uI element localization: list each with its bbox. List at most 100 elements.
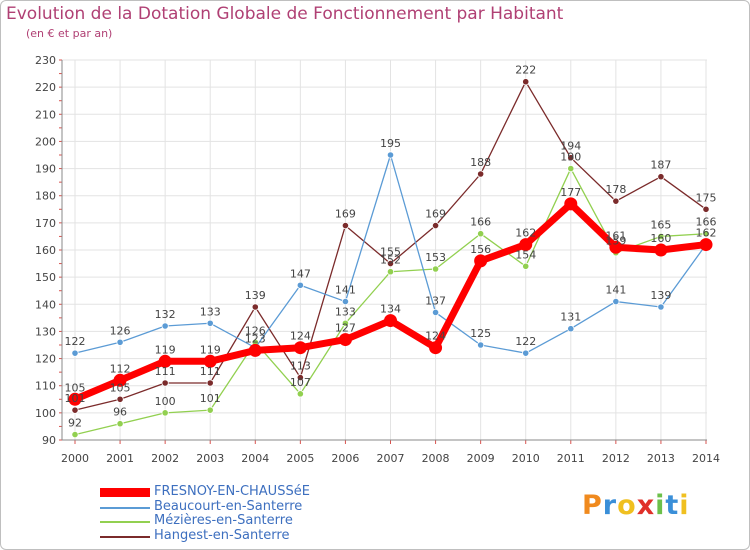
series-point-2 — [296, 390, 304, 398]
data-label-1: 131 — [560, 311, 581, 324]
x-tick-label: 2007 — [377, 452, 405, 465]
series-point-3 — [702, 205, 710, 213]
series-point-1 — [71, 349, 79, 357]
x-tick-label: 2001 — [106, 452, 134, 465]
data-label-2: 165 — [650, 218, 671, 231]
legend-swatch — [100, 506, 150, 509]
data-label-2: 154 — [515, 248, 536, 261]
proxiti-logo: Proxiti — [582, 490, 690, 521]
y-tick-label: 120 — [35, 353, 56, 366]
series-point-1 — [296, 281, 304, 289]
y-tick-label: 210 — [35, 108, 56, 121]
data-label-1: 141 — [605, 284, 626, 297]
series-point-2 — [702, 230, 710, 238]
data-label-3: 188 — [470, 156, 491, 169]
data-label-2: 159 — [605, 235, 626, 248]
data-label-2: 166 — [696, 216, 717, 229]
series-point-3 — [251, 303, 259, 311]
data-label-1: 133 — [200, 305, 221, 318]
x-tick-label: 2000 — [61, 452, 89, 465]
logo-letter: x — [636, 490, 656, 521]
data-label-0: 162 — [696, 227, 717, 240]
legend-swatch — [100, 535, 150, 538]
data-label-0: 160 — [650, 232, 671, 245]
chart-subtitle: (en € et par an) — [26, 27, 113, 40]
data-label-2: 166 — [470, 216, 491, 229]
data-label-0: 105 — [65, 381, 86, 394]
data-label-0: 119 — [155, 343, 176, 356]
series-point-0 — [158, 354, 172, 368]
data-label-1: 137 — [425, 294, 446, 307]
data-label-1: 139 — [650, 289, 671, 302]
x-tick-label: 2010 — [512, 452, 540, 465]
series-point-2 — [477, 230, 485, 238]
data-label-3: 139 — [245, 289, 266, 302]
series-point-2 — [386, 268, 395, 276]
series-point-2 — [341, 319, 350, 327]
data-label-0: 177 — [560, 186, 581, 199]
series-point-0 — [384, 314, 397, 328]
data-label-2: 107 — [290, 376, 311, 389]
data-label-3: 155 — [380, 246, 401, 259]
series-point-2 — [71, 430, 79, 439]
data-label-1: 126 — [110, 324, 131, 337]
legend-label: Beaucourt-en-Santerre — [154, 498, 303, 514]
series-point-0 — [654, 243, 668, 257]
series-point-2 — [116, 420, 124, 428]
y-tick-label: 230 — [35, 54, 56, 67]
logo-letter: t — [665, 490, 680, 521]
legend-swatch — [100, 488, 150, 497]
x-tick-label: 2013 — [647, 452, 675, 465]
x-tick-label: 2005 — [286, 452, 314, 465]
series-point-2 — [567, 164, 575, 173]
series-point-1 — [522, 349, 530, 357]
data-label-3: 113 — [290, 360, 311, 373]
series-point-0 — [609, 240, 623, 254]
data-label-0: 161 — [605, 229, 626, 242]
x-tick-label: 2002 — [151, 452, 179, 465]
series-point-3 — [71, 406, 79, 414]
series-point-1 — [386, 151, 395, 159]
data-label-3: 111 — [200, 365, 221, 378]
data-label-2: 101 — [200, 392, 221, 405]
series-point-1 — [116, 338, 124, 346]
series-point-2 — [657, 232, 665, 241]
series-point-0 — [113, 373, 127, 387]
y-tick-label: 180 — [35, 190, 56, 203]
series-point-1 — [657, 303, 665, 311]
series-point-3 — [657, 173, 665, 181]
logo-letter: i — [655, 490, 666, 521]
data-label-1: 122 — [65, 335, 86, 348]
series-point-3 — [612, 197, 620, 205]
series-point-2 — [431, 265, 440, 273]
legend-label: Mézières-en-Santerre — [154, 513, 293, 528]
data-label-1: 132 — [155, 308, 176, 321]
y-tick-label: 200 — [35, 135, 56, 148]
series-point-3 — [567, 154, 575, 162]
series-point-3 — [296, 373, 304, 382]
series-point-3 — [116, 395, 124, 403]
data-label-2: 133 — [335, 305, 356, 318]
x-tick-label: 2008 — [422, 452, 450, 465]
data-label-0: 162 — [515, 227, 536, 240]
axis-layer: 90 100 110 120 130 140 150 160 170 180 190 200 210 22… — [35, 54, 720, 465]
data-label-2: 152 — [380, 254, 401, 267]
series-point-1 — [206, 319, 214, 327]
series-point-0 — [429, 341, 443, 355]
data-label-3: 178 — [605, 183, 626, 196]
data-label-1: 122 — [515, 335, 536, 348]
x-tick-label: 2012 — [602, 452, 630, 465]
legend-label: Hangest-en-Santerre — [154, 527, 290, 543]
data-label-1: 125 — [470, 327, 491, 340]
series-point-3 — [477, 170, 485, 178]
series-point-1 — [567, 325, 575, 333]
series-point-0 — [519, 238, 533, 252]
y-tick-label: 130 — [35, 325, 56, 338]
series-point-0 — [699, 238, 713, 252]
series-point-3 — [161, 379, 169, 387]
data-label-2: 100 — [155, 395, 176, 408]
data-label-2: 126 — [245, 324, 266, 337]
data-label-0: 119 — [200, 343, 221, 356]
